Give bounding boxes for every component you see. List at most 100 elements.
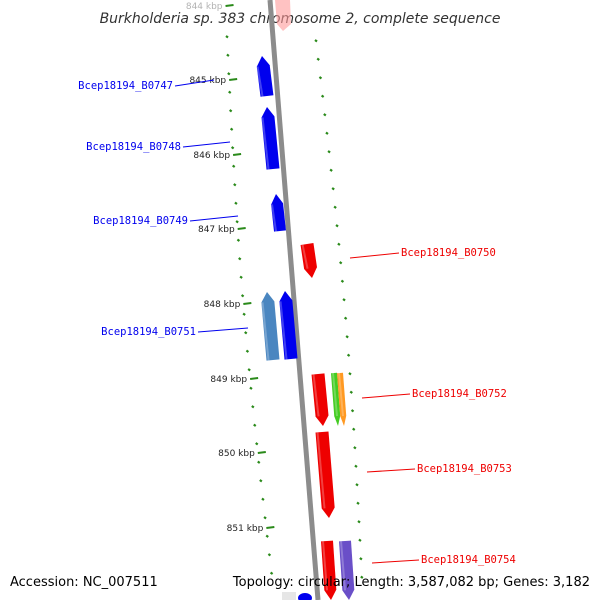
kbp-tick [237, 227, 246, 230]
kbp-tick [229, 78, 238, 81]
gene-leader-line [182, 141, 231, 148]
gene-label-bcep18194-b0751[interactable]: Bcep18194_B0751 [101, 326, 196, 338]
feature-purple [339, 540, 355, 600]
gene-leader-line [361, 393, 411, 399]
guide-dot [226, 53, 230, 57]
guide-dot [249, 386, 253, 390]
guide-dot [333, 205, 337, 209]
left-dotted-guide [225, 35, 274, 575]
guide-dot [339, 261, 343, 265]
guide-dot [263, 516, 267, 520]
gene-arrow-b0749 [271, 194, 286, 232]
guide-dot [240, 294, 245, 298]
guide-dot [228, 90, 232, 94]
backbone-block [282, 592, 296, 600]
gene-label-bcep18194-b0750[interactable]: Bcep18194_B0750 [401, 247, 496, 259]
gene-leader-line [197, 327, 249, 333]
gene-arrow-b0753 [315, 431, 335, 518]
guide-dot [229, 127, 234, 131]
guide-dot [323, 113, 327, 117]
gene-arrow-b0751-alt [261, 292, 280, 361]
guide-dot [359, 557, 363, 561]
gene-arrow-b0750-shade [301, 244, 309, 269]
gene-leader-line [174, 79, 215, 87]
guide-dot [327, 150, 331, 154]
gene-arrow-faded [275, 0, 291, 31]
feature-orange [337, 372, 347, 426]
guide-dot [320, 94, 325, 98]
guide-dot [318, 76, 323, 80]
guide-dot [238, 257, 242, 261]
gene-arrow-partial [298, 593, 312, 600]
guide-dot [343, 316, 348, 320]
gene-arrow-b0753-shade [316, 432, 326, 509]
guide-dot [360, 575, 364, 579]
gene-label-bcep18194-b0748[interactable]: Bcep18194_B0748 [86, 141, 181, 153]
kbp-tick-label: 849 kbp [210, 375, 247, 385]
guide-dot [354, 464, 358, 468]
topology-summary: Topology: circular; Length: 3,587,082 bp… [232, 575, 590, 590]
guide-dot [314, 39, 318, 43]
kbp-tick [225, 4, 234, 7]
gene-label-bcep18194-b0753[interactable]: Bcep18194_B0753 [417, 463, 512, 475]
gene-leader-line [189, 215, 239, 222]
gene-label-bcep18194-b0752[interactable]: Bcep18194_B0752 [412, 388, 507, 400]
guide-dot [251, 405, 255, 409]
guide-dot [340, 279, 345, 283]
feature-green [331, 372, 341, 426]
guide-dot [335, 224, 339, 228]
gene-arrow-b0752-shade [312, 374, 320, 417]
kbp-tick-label: 846 kbp [193, 151, 230, 161]
guide-dot [358, 538, 362, 542]
feature-orange-shade [338, 372, 344, 417]
guide-dot [350, 409, 355, 413]
feature-green-shade [332, 372, 338, 417]
kbp-tick-label: 851 kbp [227, 524, 264, 534]
guide-dot [255, 442, 259, 446]
guide-dot [342, 298, 346, 302]
sequence-backbone [267, 0, 321, 600]
guide-dot [234, 201, 238, 205]
kbp-tick [243, 302, 252, 305]
guide-dot [352, 427, 356, 431]
gene-arrow-b0754-shade [322, 541, 329, 591]
guide-dot [325, 131, 329, 135]
gene-arrow-b0754 [321, 540, 337, 600]
guide-dot [348, 372, 352, 376]
gene-label-bcep18194-b0754[interactable]: Bcep18194_B0754 [421, 554, 516, 566]
guide-dot [345, 335, 349, 339]
guide-dot [253, 423, 257, 427]
guide-dot [232, 164, 236, 168]
gene-arrow-b0751 [279, 291, 298, 360]
gene-leader-line [371, 559, 420, 564]
guide-dot [230, 146, 235, 150]
guide-dot [265, 534, 269, 538]
guide-dot [239, 275, 243, 279]
guide-dot [257, 460, 261, 464]
gene-leader-line [366, 468, 416, 473]
guide-dot [329, 168, 333, 172]
guide-dot [337, 242, 341, 246]
gene-arrow-b0750 [300, 243, 317, 278]
map-title: Burkholderia sp. 383 chromosome 2, compl… [100, 11, 501, 27]
kbp-tick [257, 451, 266, 454]
guide-dot [245, 349, 250, 353]
gene-label-bcep18194-b0747[interactable]: Bcep18194_B0747 [78, 80, 173, 92]
guide-dot [355, 483, 359, 487]
guide-dot [346, 353, 351, 357]
kbp-tick [232, 153, 242, 156]
guide-dot [227, 72, 231, 76]
guide-dot [353, 446, 357, 450]
gene-labels: Bcep18194_B0747 Bcep18194_B0748 Bcep18194_… [78, 79, 516, 566]
gene-leader-line [349, 252, 400, 259]
kbp-tick-label: 847 kbp [198, 225, 235, 235]
guide-dot [236, 238, 241, 242]
gene-arrow-b0748-shade [261, 117, 270, 170]
gene-arrow-b0748 [261, 107, 280, 170]
accession-text: Accession: NC_007511 [10, 575, 158, 590]
gene-label-bcep18194-b0749[interactable]: Bcep18194_B0749 [93, 215, 188, 227]
gene-arrow-b0747 [256, 56, 274, 97]
guide-dot [259, 479, 263, 483]
